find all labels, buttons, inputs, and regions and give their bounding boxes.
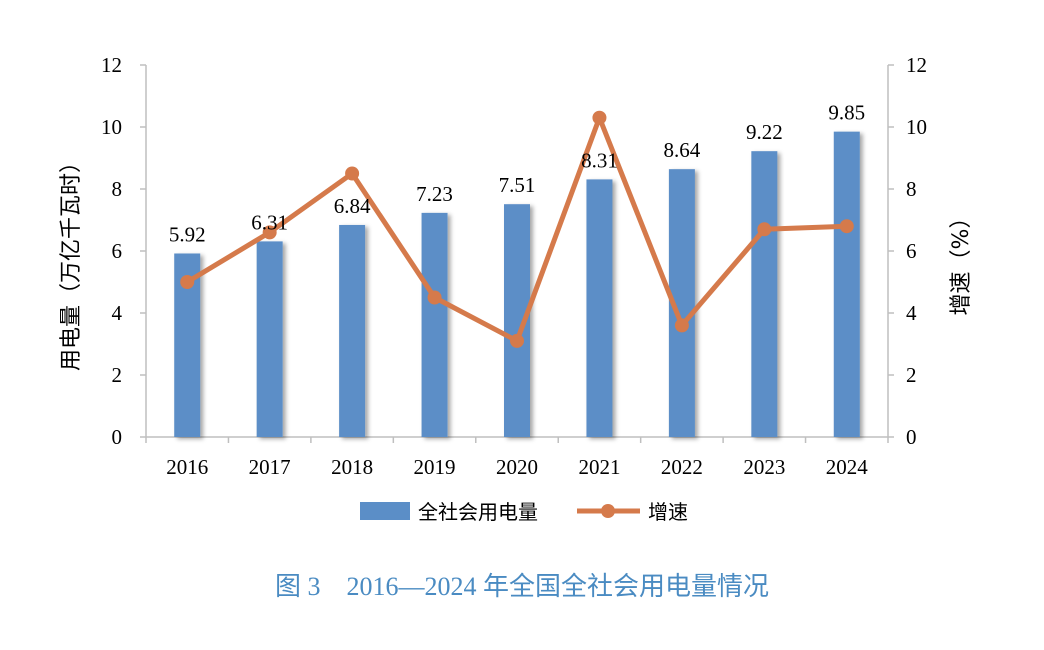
bars [174,131,860,437]
x-tick-label: 2018 [331,455,373,479]
x-tick-label: 2023 [743,455,785,479]
chart: 0 2 4 6 8 10 12 0 2 4 6 8 10 12 2016 2017 2018 2019 2020 20… [59,53,974,524]
legend-label-growth: 增速 [648,500,688,524]
growth-point [592,110,607,125]
growth-point [180,275,195,289]
data-labels: 5.92 6.31 6.84 7.23 7.51 8.31 8.64 9.22 9.85 [169,101,865,247]
growth-point [427,290,442,305]
y-tick-label: 0 [112,425,123,449]
bar [421,212,448,437]
legend-line-marker [601,504,615,518]
bar-value-label: 8.64 [664,138,701,162]
bar-value-label: 9.85 [828,101,865,125]
bar-value-label: 7.51 [499,173,536,197]
y-tick-label: 12 [101,53,122,77]
bar [833,131,860,437]
legend-bar-swatch [360,502,410,520]
growth-point [262,225,277,240]
y2-tick-label: 4 [906,301,917,325]
bar [751,151,778,437]
bar [256,241,283,437]
legend: 全社会用电量 增速 [360,500,688,524]
y2-tick-label: 12 [906,53,927,77]
x-tick-label: 2020 [496,455,538,479]
figure-caption: 图 3 2016—2024 年全国全社会用电量情况 [274,572,769,601]
x-tick-label: 2017 [249,455,291,479]
y2-tick-label: 2 [906,363,917,387]
x-tick-label: 2024 [826,455,869,479]
y-tick-label: 6 [112,239,123,263]
legend-label-usage: 全社会用电量 [418,500,538,524]
y-axis-title: 用电量（万亿千瓦时） [59,151,84,371]
growth-point [757,222,772,237]
bar [339,224,366,437]
growth-line [180,110,854,348]
y2-tick-label: 0 [906,425,917,449]
growth-point [345,166,360,181]
y-tick-label: 4 [112,301,123,325]
y-tick-label: 8 [112,177,123,201]
y-tick-label: 2 [112,363,123,387]
growth-point [839,219,854,234]
y2-axis-title: 增速（%） [949,207,974,316]
x-tick-label: 2019 [414,455,456,479]
bar-value-label: 8.31 [581,148,618,172]
bar-value-label: 5.92 [169,222,206,246]
x-tick-label: 2016 [166,455,208,479]
bar-value-label: 7.23 [416,182,453,206]
axes: 0 2 4 6 8 10 12 0 2 4 6 8 10 12 2016 2017 2018 2019 2020 20… [59,53,974,479]
x-tick-label: 2022 [661,455,703,479]
y2-tick-label: 6 [906,239,917,263]
y2-tick-label: 8 [906,177,917,201]
bar-value-label: 6.31 [251,210,288,234]
growth-point [510,333,524,348]
growth-point [674,318,689,333]
x-tick-label: 2021 [578,455,620,479]
y-tick-label: 10 [101,115,122,139]
bar-value-label: 9.22 [746,120,783,144]
y2-tick-label: 10 [906,115,927,139]
bar-value-label: 6.84 [334,194,371,218]
bar [586,179,613,437]
